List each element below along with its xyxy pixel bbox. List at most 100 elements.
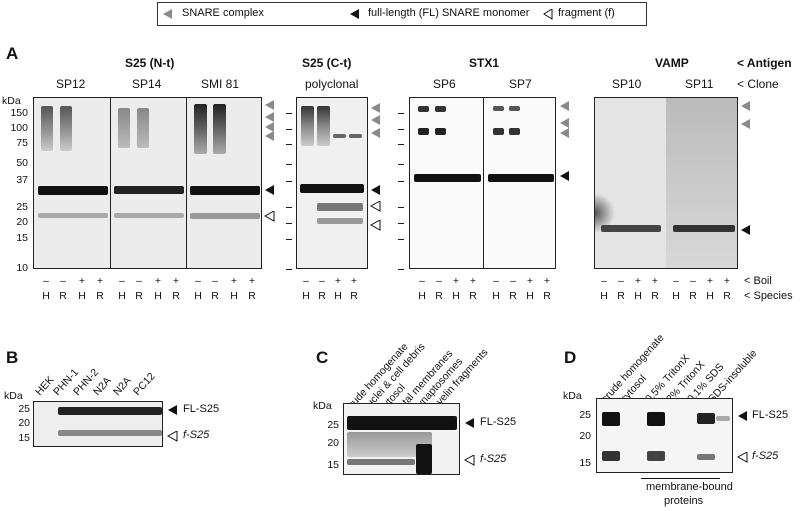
species-lane-label: R (435, 290, 443, 302)
boil-lane-label: + (230, 275, 238, 287)
species-lane-label: R (469, 290, 477, 302)
boil-lane-label: + (706, 275, 714, 287)
b-fl-arrow (168, 405, 177, 415)
arrow-a2-fragment-2 (370, 220, 381, 231)
panel-d-letter: D (564, 348, 577, 367)
arrow-a3-complex-3 (560, 128, 569, 138)
boil-lane-label: – (212, 275, 218, 287)
species-lane-label: R (318, 290, 326, 302)
antigen-vamp: VAMP (655, 56, 689, 70)
antigen-stx1: STX1 (469, 56, 500, 70)
boil-lane-label: + (543, 275, 551, 287)
arrow-a1-complex-1 (265, 100, 274, 110)
species-lane-label: H (334, 290, 342, 302)
d-f-arrow (737, 452, 748, 463)
species-lane-label: H (78, 290, 86, 302)
marker-25: 25 (16, 201, 28, 213)
species-lane-label: H (706, 290, 714, 302)
boil-lane-label: – (510, 275, 516, 287)
boil-lane-label: + (172, 275, 180, 287)
arrow-a4-complex-2 (741, 119, 750, 129)
panel-c-letter: C (316, 348, 329, 367)
kda-label-a: kDa (2, 95, 21, 107)
b-marker-15: 15 (18, 432, 30, 444)
antigen-row-label: < Antigen (737, 56, 792, 70)
species-lane-label: R (59, 290, 67, 302)
d-marker-20: 20 (579, 430, 591, 442)
d-fl-label: FL-S25 (752, 409, 789, 421)
species-row-label: < Species (744, 290, 793, 302)
arrow-a3-fl (560, 171, 569, 181)
legend-snare-complex: SNARE complex (182, 7, 264, 19)
boil-lane-label: + (651, 275, 659, 287)
arrow-a2-complex-2 (371, 115, 380, 125)
clone-sp6: SP6 (433, 77, 456, 91)
marker-20: 20 (16, 216, 28, 228)
d-bracket-label-1: membrane-bound (646, 481, 733, 493)
arrow-a1-complex-2 (265, 112, 274, 122)
arrow-a1-complex-3 (265, 122, 274, 132)
species-lane-label: R (617, 290, 625, 302)
boil-lane-label: – (303, 275, 309, 287)
boil-lane-label: – (601, 275, 607, 287)
species-lane-label: R (509, 290, 517, 302)
arrow-a2-fl (371, 185, 380, 195)
marker-10: 10 (16, 262, 28, 274)
arrow-a1-complex-4 (265, 131, 274, 141)
full-length-arrow-icon (350, 9, 359, 19)
species-lane-label: R (211, 290, 219, 302)
boil-row-label: < Boil (744, 275, 772, 287)
boil-lane-label: + (154, 275, 162, 287)
b-marker-25: 25 (18, 403, 30, 415)
boil-lane-label: – (436, 275, 442, 287)
clone-smi81: SMI 81 (201, 77, 240, 91)
c-fl-label: FL-S25 (480, 416, 517, 428)
marker-15: 15 (16, 232, 28, 244)
boil-lane-label: + (634, 275, 642, 287)
blot-s25-nt (33, 97, 262, 269)
species-lane-label: R (248, 290, 256, 302)
clone-sp14: SP14 (132, 77, 162, 91)
arrow-a4-complex-1 (741, 101, 750, 111)
c-marker-25: 25 (327, 419, 339, 431)
figure-legend: SNARE complex full-length (FL) SNARE mon… (157, 2, 647, 26)
blot-s25-ct (296, 97, 368, 269)
b-f-label: f-S25 (183, 429, 210, 441)
species-lane-label: H (154, 290, 162, 302)
d-fl-arrow (738, 411, 747, 421)
kda-label-b: kDa (4, 390, 23, 402)
c-f-arrow (464, 455, 475, 466)
blot-panel-c (343, 403, 460, 475)
boil-lane-label: – (43, 275, 49, 287)
boil-lane-label: – (690, 275, 696, 287)
antigen-s25-ct: S25 (C-t) (302, 56, 352, 70)
legend-full-length: full-length (FL) SNARE monomer (368, 7, 530, 19)
boil-lane-label: – (493, 275, 499, 287)
c-marker-20: 20 (327, 437, 339, 449)
kda-label-d: kDa (563, 390, 582, 402)
b-f-arrow (167, 431, 178, 442)
boil-lane-label: – (673, 275, 679, 287)
boil-lane-label: + (248, 275, 256, 287)
species-lane-label: H (526, 290, 534, 302)
species-lane-label: H (492, 290, 500, 302)
arrow-a1-fl (265, 185, 274, 195)
arrow-a2-fragment-1 (370, 201, 381, 212)
boil-lane-label: + (723, 275, 731, 287)
clone-polyclonal: polyclonal (305, 77, 359, 91)
species-lane-label: R (350, 290, 358, 302)
boil-lane-label: – (60, 275, 66, 287)
boil-lane-label: – (419, 275, 425, 287)
d-f-label: f-S25 (752, 450, 779, 462)
clone-sp11: SP11 (685, 77, 714, 91)
species-lane-label: R (96, 290, 104, 302)
species-lane-label: R (651, 290, 659, 302)
d-bracket-label-2: proteins (664, 495, 704, 507)
legend-fragment: fragment (f) (558, 7, 615, 19)
species-lane-label: H (118, 290, 126, 302)
marker-37: 37 (16, 174, 28, 186)
b-lane-n2a-2: N2A (111, 374, 134, 398)
clone-sp12: SP12 (56, 77, 86, 91)
boil-lane-label: – (136, 275, 142, 287)
kda-label-c: kDa (313, 400, 332, 412)
